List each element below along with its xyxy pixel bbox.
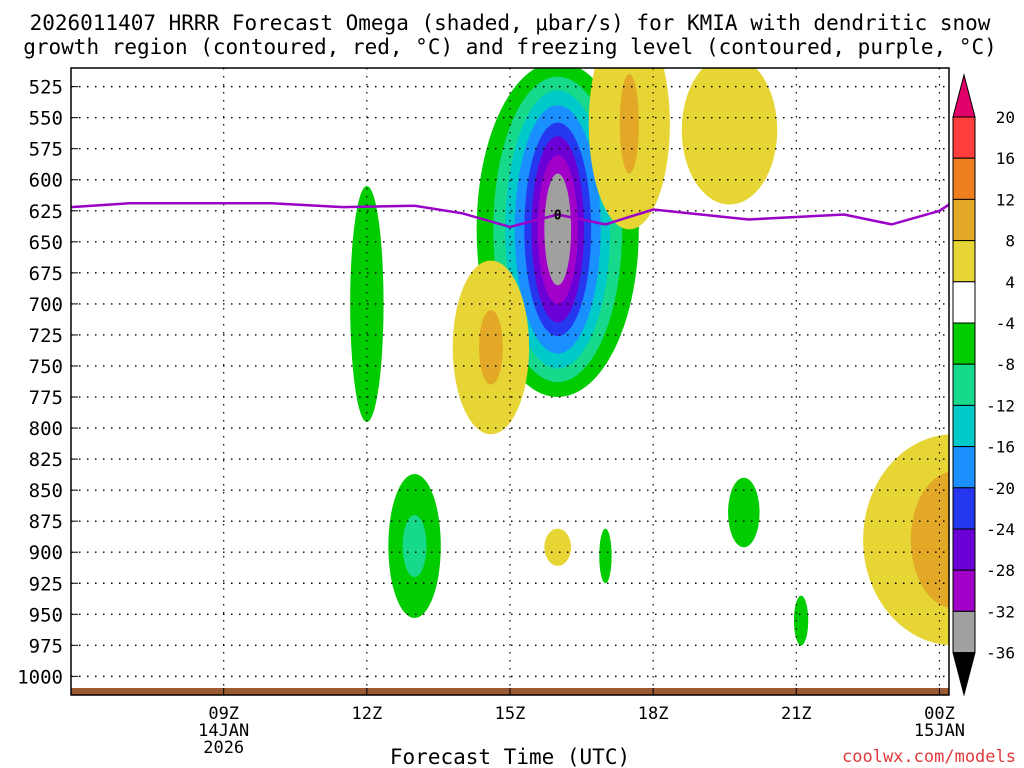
y-tick-label: 900	[29, 542, 63, 564]
x-tick-label: 12Z	[351, 704, 382, 724]
colorbar-label: -20	[986, 479, 1015, 498]
y-tick-label: 975	[29, 635, 63, 657]
colorbar-label: 20	[996, 108, 1015, 127]
y-tick-label: 725	[29, 325, 63, 347]
y-tick-label: 850	[29, 480, 63, 502]
x-tick-label: 2026	[203, 738, 244, 758]
x-tick-label: 15Z	[495, 704, 526, 724]
y-tick-label: 925	[29, 573, 63, 595]
colorbar-label: -32	[986, 602, 1015, 621]
x-axis-title: Forecast Time (UTC)	[390, 745, 630, 768]
y-tick-label: 600	[29, 170, 63, 192]
y-tick-label: 525	[29, 77, 63, 99]
watermark: coolwx.com/models	[842, 747, 1016, 767]
colorbar-label: -8	[996, 355, 1015, 374]
y-tick-label: 675	[29, 263, 63, 285]
colorbar-label: -28	[986, 561, 1015, 580]
colorbar-box	[952, 446, 976, 489]
omega-band-upper-sink-1	[619, 74, 639, 174]
omega-band-low-ascent-2	[728, 477, 760, 548]
omega-band-low-ascent-1	[402, 514, 427, 578]
colorbar-label: 8	[1005, 232, 1015, 251]
omega-band-low-sink-2	[910, 471, 949, 608]
colorbar-box	[952, 528, 976, 571]
colorbar-box	[952, 610, 976, 654]
omega-shading	[350, 68, 949, 646]
x-tick-label: 21Z	[781, 704, 812, 724]
colorbar-label: -24	[986, 520, 1015, 539]
omega-band-core-ascent	[544, 173, 572, 286]
omega-band-low-sink-1	[544, 528, 572, 566]
colorbar-box	[952, 240, 976, 283]
y-tick-label: 750	[29, 356, 63, 378]
pressure-axis: 525 550 575 600 625 650 675 700 725 750 775 800 825 8…	[17, 77, 78, 688]
chart-title-line2: growth region (contoured, red, °C) and f…	[23, 35, 997, 59]
grid	[71, 68, 949, 690]
colorbar-box	[952, 487, 976, 530]
y-tick-label: 950	[29, 604, 63, 626]
colorbar-label: 16	[996, 149, 1015, 168]
y-tick-label: 800	[29, 418, 63, 440]
colorbar-box	[952, 281, 976, 324]
x-tick-label: 18Z	[638, 704, 669, 724]
y-tick-label: 1000	[17, 666, 63, 688]
x-tick-label: 00Z	[924, 704, 955, 724]
colorbar-box	[952, 569, 976, 612]
colorbar-label: -16	[986, 438, 1015, 457]
freezing-level-line	[71, 202, 949, 229]
colorbar-box	[952, 116, 976, 159]
colorbar: 20 16 12 8 4 -4 -8 -12 -16 -20 -24 -28 -32 -36	[952, 73, 1015, 697]
colorbar-label: -4	[996, 314, 1015, 333]
x-tick-label: 09Z	[208, 704, 239, 724]
colorbar-box	[952, 198, 976, 242]
y-tick-label: 700	[29, 294, 63, 316]
colorbar-bottom-arrow	[952, 652, 976, 697]
freezing-level: 0	[71, 202, 949, 229]
y-tick-label: 625	[29, 201, 63, 223]
colorbar-top-arrow	[952, 73, 976, 118]
colorbar-label: 12	[996, 190, 1015, 209]
omega-band-left-ascent	[350, 185, 384, 422]
y-tick-label: 550	[29, 108, 63, 130]
y-tick-label: 825	[29, 449, 63, 471]
y-tick-label: 575	[29, 139, 63, 161]
chart-title-line1: 2026011407 HRRR Forecast Omega (shaded, …	[30, 11, 991, 35]
y-tick-label: 875	[29, 511, 63, 533]
omega-band-low-ascent-3	[599, 528, 612, 584]
y-tick-label: 775	[29, 387, 63, 409]
omega-band-low-ascent-4	[793, 595, 809, 646]
omega-band-upper-sink-2	[681, 68, 778, 205]
colorbar-box	[952, 157, 976, 200]
x-tick-label: 15JAN	[914, 721, 965, 741]
y-tick-label: 650	[29, 232, 63, 254]
colorbar-box	[952, 404, 976, 448]
colorbar-label: -12	[986, 396, 1015, 415]
colorbar-label: 4	[1005, 273, 1015, 292]
omega-band-mid-sink	[478, 310, 503, 385]
colorbar-box	[952, 322, 976, 365]
freezing-level-label: 0	[554, 209, 562, 224]
x-tick-label: 14JAN	[198, 721, 249, 741]
colorbar-label: -36	[986, 644, 1015, 663]
colorbar-box	[952, 363, 976, 406]
